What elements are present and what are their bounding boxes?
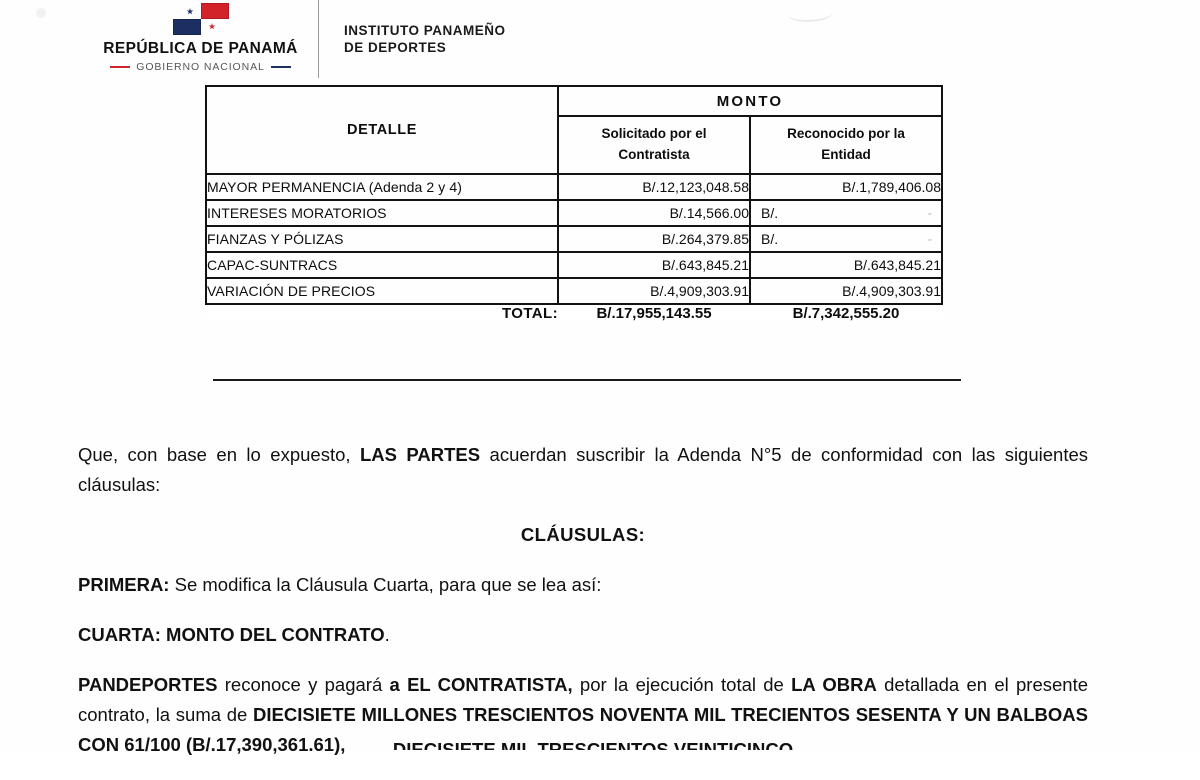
header-monto: MONTO xyxy=(557,85,943,117)
header-reconocido-line2: Entidad xyxy=(821,147,871,162)
paragraph-cuarta-label: CUARTA: MONTO DEL CONTRATO xyxy=(78,623,385,645)
table-total-row: TOTAL: B/.17,955,143.55 B/.7,342,555.20 xyxy=(206,304,942,322)
row-solicitado: B/.643,845.21 xyxy=(557,251,751,279)
total-label: TOTAL: xyxy=(206,304,558,322)
header-reconocido-entidad: Reconocido por la Entidad xyxy=(749,115,943,175)
republic-subtitle-row: GOBIERNO NACIONAL xyxy=(98,61,303,73)
paragraph-pandeportes-text-3: detallada en el presente contrato, la su… xyxy=(78,673,1088,725)
table-row: INTERESES MORATORIOS B/.14,566.00 B/. - xyxy=(205,199,943,227)
paragraph-intro-part-1: Que, con base en lo expuesto, xyxy=(78,444,360,465)
row-reconocido: B/. - xyxy=(749,225,943,253)
rule-red-decoration xyxy=(110,66,131,68)
total-solicitado: B/.17,955,143.55 xyxy=(558,304,750,322)
republic-title: REPÚBLICA DE PANAMÁ xyxy=(103,40,298,57)
row-label: MAYOR PERMANENCIA (Adenda 2 y 4) xyxy=(205,173,559,201)
rule-blue-decoration xyxy=(270,66,291,68)
table-row: FIANZAS Y PÓLIZAS B/.264,379.85 B/. - xyxy=(205,225,943,253)
institution-block: INSTITUTO PANAMEÑO DE DEPORTES xyxy=(344,22,506,57)
paragraph-primera-text: Se modifica la Cláusula Cuarta, para que… xyxy=(169,573,602,595)
row-label: CAPAC-SUNTRACS xyxy=(205,251,559,279)
row-reconocido-value: B/. xyxy=(761,231,779,247)
paragraph-primera-label: PRIMERA: xyxy=(78,573,170,595)
table-row: CAPAC-SUNTRACS B/.643,845.21 B/.643,845.… xyxy=(205,251,943,279)
flag-red-star-icon xyxy=(208,23,216,30)
row-solicitado: B/.4,909,303.91 xyxy=(557,277,751,305)
row-reconocido: B/. - xyxy=(749,199,943,227)
row-solicitado: B/.264,379.85 xyxy=(557,225,751,253)
letterhead: REPÚBLICA DE PANAMÁ GOBIERNO NACIONAL IN… xyxy=(0,0,1200,82)
paragraph-cuarta-heading: CUARTA: MONTO DEL CONTRATO. xyxy=(78,620,1088,650)
table-row: VARIACIÓN DE PRECIOS B/.4,909,303.91 B/.… xyxy=(205,277,943,305)
row-solicitado: B/.12,123,048.58 xyxy=(557,173,751,201)
header-solicitado-line1: Solicitado por el xyxy=(601,126,707,142)
paragraph-pandeportes-text-1: reconoce y pagará xyxy=(217,673,390,695)
header-reconocido-line1: Reconocido por la xyxy=(787,126,905,142)
row-label: VARIACIÓN DE PRECIOS xyxy=(205,277,559,305)
institution-line-1: INSTITUTO PANAMEÑO xyxy=(344,23,506,38)
table-header-row-1: DETALLE MONTO xyxy=(205,85,943,175)
amounts-table-body: MAYOR PERMANENCIA (Adenda 2 y 4) B/.12,1… xyxy=(205,173,943,322)
panama-flag-icon xyxy=(170,2,232,38)
scan-artifact-top-right xyxy=(787,3,833,25)
paragraph-intro: Que, con base en lo expuesto, LAS PARTES… xyxy=(78,440,1088,500)
document-page: REPÚBLICA DE PANAMÁ GOBIERNO NACIONAL IN… xyxy=(0,0,1200,755)
empty-dash-icon: - xyxy=(927,205,932,221)
paragraph-clipped-last-line: DIECISIETE MIL TRESCIENTOS VEINTICINCO xyxy=(392,739,794,750)
paragraph-pandeportes-bold-la-obra: LA OBRA xyxy=(791,673,877,695)
header-solicitado-contratista: Solicitado por el Contratista xyxy=(557,115,751,175)
letterhead-divider xyxy=(318,0,319,78)
clausulas-heading: CLÁUSULAS: xyxy=(520,523,646,545)
republic-subtitle: GOBIERNO NACIONAL xyxy=(136,61,265,73)
row-solicitado: B/.14,566.00 xyxy=(557,199,751,227)
paragraph-pandeportes-label: PANDEPORTES xyxy=(78,673,218,695)
amounts-table: DETALLE MONTO Solicitado por el Contrati… xyxy=(205,85,943,322)
amounts-table-wrapper: DETALLE MONTO Solicitado por el Contrati… xyxy=(205,85,961,381)
table-row: MAYOR PERMANENCIA (Adenda 2 y 4) B/.12,1… xyxy=(205,173,943,201)
header-detalle: DETALLE xyxy=(205,85,559,175)
header-solicitado-line2: Contratista xyxy=(618,147,690,162)
paragraph-intro-part-2: acuerdan suscribir la Adenda N°5 de conf… xyxy=(78,444,1088,495)
flag-red-quadrant xyxy=(200,3,229,19)
empty-dash-icon: - xyxy=(927,231,932,247)
row-reconocido: B/.4,909,303.91 xyxy=(749,277,943,305)
row-label: INTERESES MORATORIOS xyxy=(205,199,559,227)
row-reconocido: B/.1,789,406.08 xyxy=(749,173,943,201)
paragraph-pandeportes-text-2: por la ejecución total de xyxy=(572,673,792,695)
paragraph-intro-bold-las-partes: LAS PARTES xyxy=(359,444,481,465)
table-header-row-2: Solicitado por el Contratista Reconocido… xyxy=(206,115,943,175)
total-reconocido: B/.7,342,555.20 xyxy=(750,304,942,322)
total-underline-rule xyxy=(213,379,961,381)
paragraph-primera: PRIMERA: Se modifica la Cláusula Cuarta,… xyxy=(78,570,1088,600)
row-reconocido: B/.643,845.21 xyxy=(749,251,943,279)
institution-line-2: DE DEPORTES xyxy=(344,40,447,56)
paragraph-pandeportes-bold-contratista: a EL CONTRATISTA, xyxy=(389,673,573,695)
paragraph-cuarta-period: . xyxy=(384,623,390,645)
republic-crest-block: REPÚBLICA DE PANAMÁ GOBIERNO NACIONAL xyxy=(98,2,303,73)
document-body: Que, con base en lo expuesto, LAS PARTES… xyxy=(78,440,1088,780)
row-label: FIANZAS Y PÓLIZAS xyxy=(205,225,559,253)
row-reconocido-value: B/. xyxy=(761,205,779,221)
scan-artifact-left xyxy=(36,8,46,18)
flag-blue-star-icon xyxy=(186,8,194,15)
flag-blue-quadrant xyxy=(172,19,201,35)
